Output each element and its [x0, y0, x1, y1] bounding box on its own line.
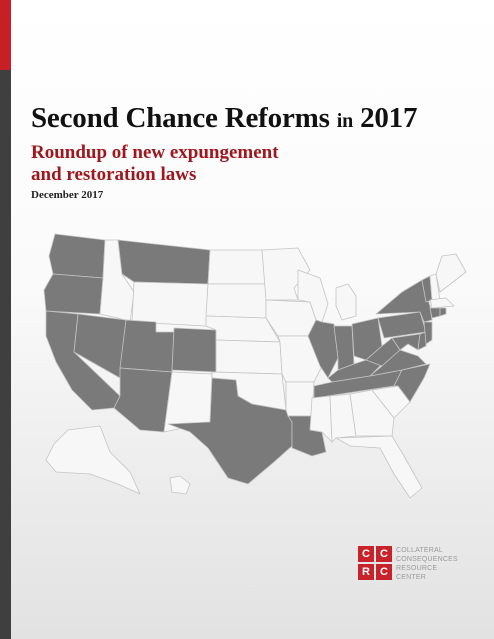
state-wy [131, 281, 209, 327]
state-az [113, 367, 173, 433]
state-ks [215, 339, 283, 375]
state-ak [45, 425, 141, 495]
logo-org-name: COLLATERAL CONSEQUENCES RESOURCE CENTER [396, 546, 478, 582]
ccrc-logo: C C R C COLLATERAL CONSEQUENCES RESOURCE… [358, 546, 478, 582]
logo-letter: C [358, 546, 374, 562]
state-sd [205, 283, 267, 319]
state-nd [207, 249, 267, 285]
subtitle-line-2: and restoration laws [31, 164, 197, 185]
state-al [329, 393, 357, 443]
state-co [171, 327, 217, 373]
logo-line: CONSEQUENCES [396, 556, 458, 563]
report-subtitle: Roundup of new expungement and restorati… [31, 142, 361, 186]
state-tx [167, 377, 293, 485]
state-ms [309, 395, 333, 443]
side-bar-accent [0, 0, 11, 70]
state-nj [423, 321, 433, 345]
report-title: Second Chance Reforms in 2017 [31, 102, 417, 135]
title-main: Second Chance Reforms [31, 102, 330, 134]
side-bar [0, 0, 11, 639]
state-mi [335, 283, 357, 321]
logo-letter: R [358, 564, 374, 580]
state-ar [285, 381, 315, 417]
us-map [43, 233, 467, 499]
logo-line: COLLATERAL [396, 547, 443, 554]
report-date: December 2017 [31, 189, 104, 201]
logo-letter: C [376, 564, 392, 580]
logo-line: RESOURCE [396, 565, 438, 572]
state-va [369, 349, 427, 377]
state-hi [169, 475, 191, 495]
title-year: 2017 [360, 102, 418, 134]
subtitle-line-1: Roundup of new expungement [31, 142, 279, 163]
logo-letter: C [376, 546, 392, 562]
state-ri [439, 307, 447, 317]
state-md [391, 333, 421, 351]
state-ct [429, 307, 441, 319]
state-wa [48, 233, 106, 279]
state-or [43, 273, 104, 315]
state-ma [429, 297, 455, 309]
state-de [417, 331, 427, 351]
state-il [307, 319, 339, 379]
state-mt [117, 239, 211, 285]
state-fl [335, 435, 423, 499]
title-small: in [336, 110, 354, 132]
logo-line: CENTER [396, 574, 426, 581]
state-me [435, 253, 467, 293]
state-in [333, 325, 355, 371]
state-ga [349, 389, 395, 437]
state-ut [119, 319, 175, 373]
